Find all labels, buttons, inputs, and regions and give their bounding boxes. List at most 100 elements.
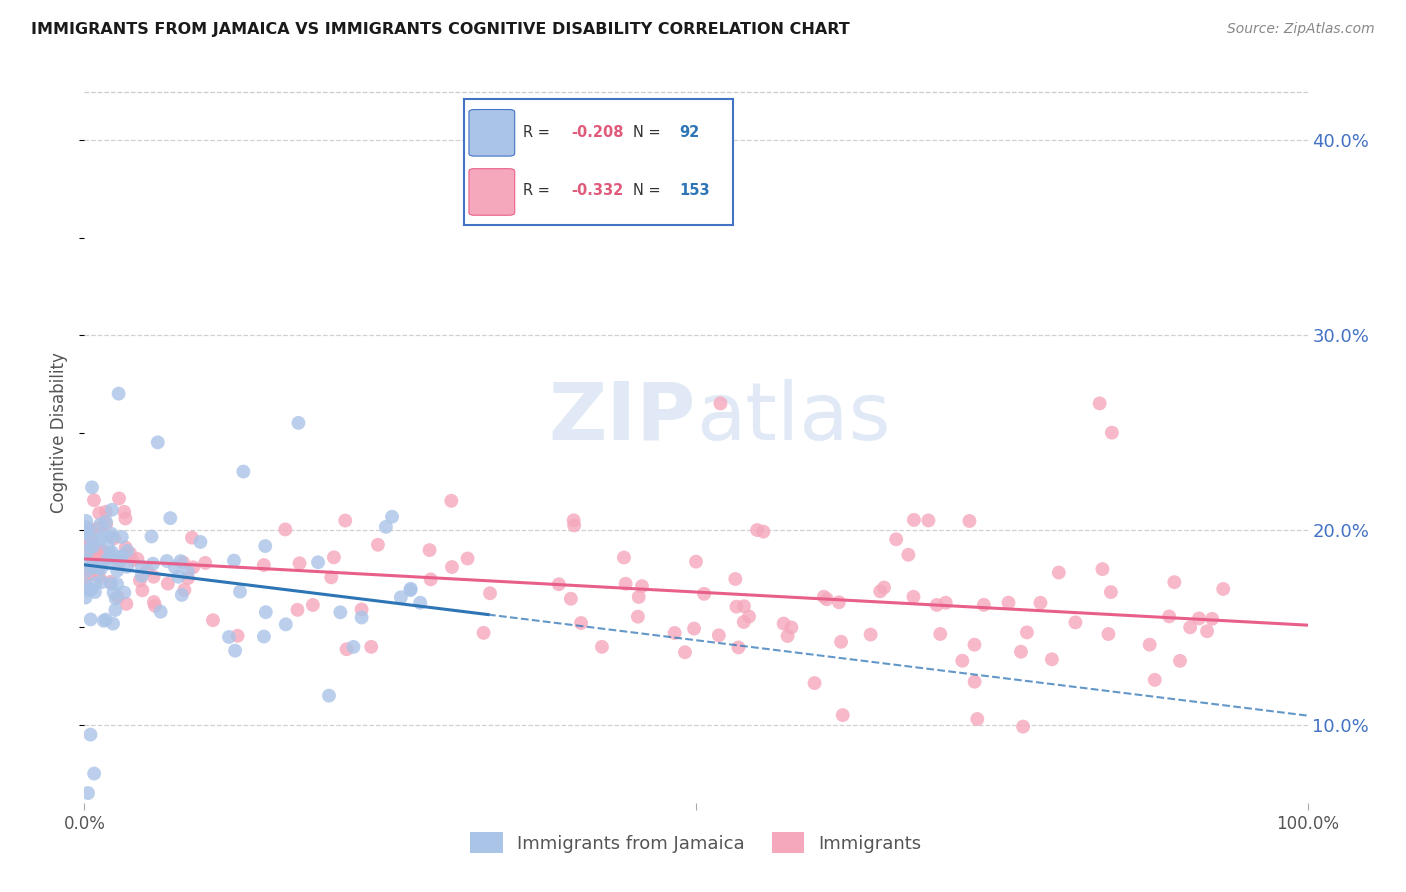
Point bbox=[94, 505, 117, 519]
Point bbox=[963, 638, 986, 652]
Point bbox=[156, 576, 179, 591]
Point bbox=[90, 543, 112, 558]
Point bbox=[172, 556, 194, 570]
Point bbox=[222, 553, 245, 567]
Point bbox=[93, 545, 115, 559]
Point bbox=[350, 610, 373, 624]
Point bbox=[229, 584, 252, 599]
Point bbox=[1168, 654, 1191, 668]
Point bbox=[201, 613, 224, 627]
Point bbox=[83, 558, 105, 573]
Point bbox=[218, 630, 240, 644]
Point bbox=[76, 544, 98, 558]
Point bbox=[547, 577, 569, 591]
Point bbox=[131, 568, 153, 582]
Point bbox=[108, 553, 131, 567]
Point bbox=[93, 552, 115, 566]
Point bbox=[367, 538, 389, 552]
Point bbox=[111, 549, 134, 564]
Point bbox=[1040, 652, 1063, 666]
Point bbox=[177, 571, 200, 585]
Point bbox=[562, 518, 585, 533]
Point bbox=[83, 538, 105, 552]
Point bbox=[287, 416, 309, 430]
Point bbox=[142, 570, 165, 584]
Point bbox=[90, 555, 112, 569]
Point bbox=[335, 514, 357, 528]
Point bbox=[685, 555, 707, 569]
Point bbox=[1188, 611, 1211, 625]
Point bbox=[1180, 620, 1202, 634]
Point bbox=[77, 528, 100, 542]
Point bbox=[169, 554, 191, 568]
Point bbox=[114, 541, 136, 555]
Point bbox=[167, 570, 190, 584]
Point bbox=[1091, 562, 1114, 576]
Point bbox=[80, 480, 103, 494]
Point bbox=[159, 511, 181, 525]
Point bbox=[76, 581, 98, 595]
Point bbox=[302, 598, 325, 612]
Point bbox=[399, 583, 422, 598]
Point bbox=[82, 553, 104, 567]
Point bbox=[91, 529, 114, 543]
Point bbox=[103, 531, 125, 545]
Point bbox=[80, 533, 103, 548]
Point bbox=[1201, 612, 1223, 626]
Point bbox=[142, 595, 165, 609]
Point bbox=[287, 603, 309, 617]
Point bbox=[409, 596, 432, 610]
Point bbox=[190, 535, 212, 549]
Point bbox=[75, 553, 97, 567]
Point bbox=[1015, 625, 1038, 640]
Point bbox=[83, 560, 105, 574]
Point bbox=[127, 552, 149, 566]
Text: atlas: atlas bbox=[696, 379, 890, 457]
Point bbox=[100, 530, 122, 544]
Point bbox=[75, 539, 97, 553]
Point bbox=[194, 556, 217, 570]
Point bbox=[253, 630, 276, 644]
Point bbox=[90, 562, 112, 576]
Point bbox=[307, 555, 329, 569]
Point bbox=[101, 545, 124, 559]
Point bbox=[1088, 396, 1111, 410]
Point bbox=[673, 645, 696, 659]
Point bbox=[725, 599, 748, 614]
Point bbox=[709, 396, 731, 410]
Point bbox=[1139, 638, 1161, 652]
Point bbox=[733, 599, 755, 614]
Point bbox=[105, 577, 128, 591]
Point bbox=[131, 559, 153, 574]
Point bbox=[131, 583, 153, 598]
Point bbox=[389, 591, 412, 605]
Point bbox=[83, 552, 105, 566]
Point bbox=[683, 622, 706, 636]
Point bbox=[141, 529, 163, 543]
Point bbox=[75, 526, 97, 541]
Point bbox=[917, 513, 939, 527]
Point bbox=[440, 493, 463, 508]
Point bbox=[115, 559, 138, 574]
Point bbox=[94, 515, 117, 529]
Point bbox=[232, 465, 254, 479]
Point bbox=[747, 523, 769, 537]
Point bbox=[1029, 596, 1052, 610]
Point bbox=[562, 513, 585, 527]
Point bbox=[1197, 624, 1219, 639]
Point bbox=[318, 689, 340, 703]
Point bbox=[959, 514, 981, 528]
Point bbox=[149, 605, 172, 619]
Point bbox=[90, 575, 112, 590]
Point bbox=[129, 574, 152, 588]
Point bbox=[950, 654, 973, 668]
Point bbox=[253, 558, 276, 573]
Point bbox=[1163, 575, 1185, 590]
Point bbox=[1097, 627, 1119, 641]
Point bbox=[1212, 582, 1234, 596]
Point bbox=[100, 526, 122, 541]
Point bbox=[381, 509, 404, 524]
Point bbox=[181, 560, 204, 574]
Point bbox=[342, 640, 364, 654]
Point bbox=[727, 640, 749, 655]
